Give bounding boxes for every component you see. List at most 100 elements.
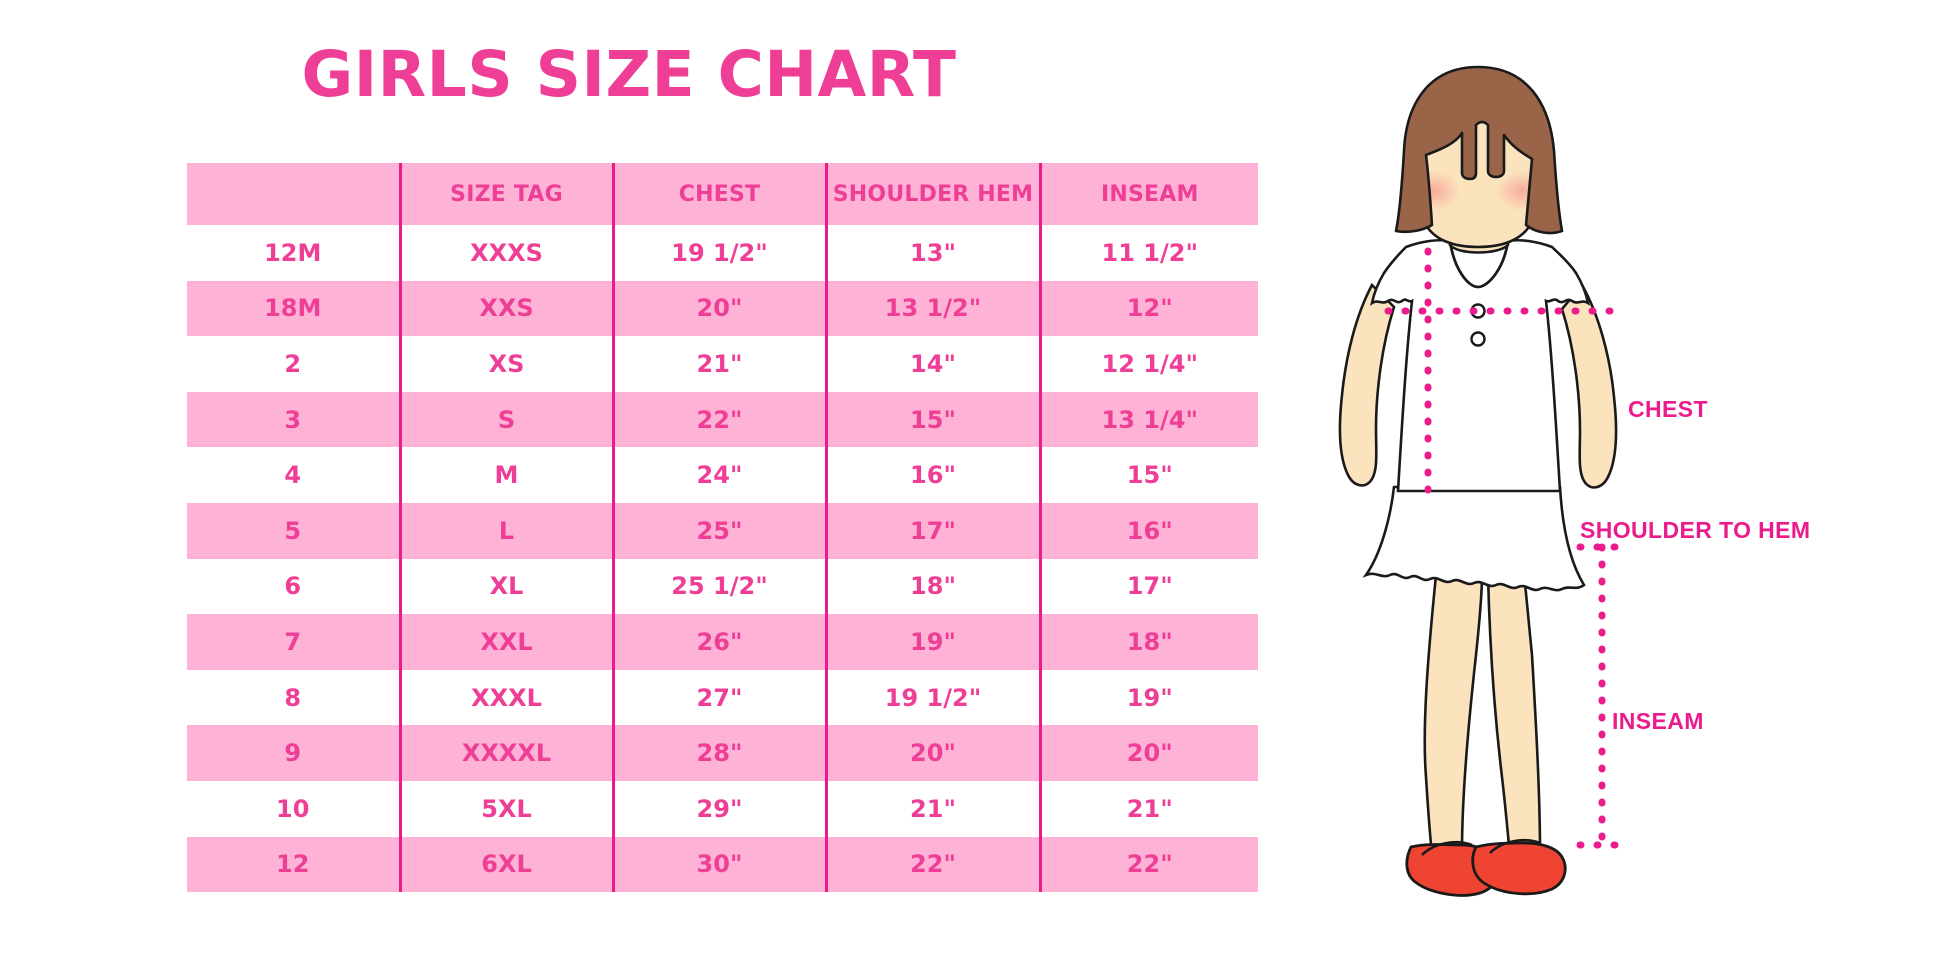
cell-size: 5 bbox=[187, 502, 400, 559]
skirt bbox=[1362, 485, 1586, 592]
size-table: SIZE TAG CHEST SHOULDER HEM INSEAM 12M XX… bbox=[187, 163, 1258, 893]
cell-shoulder-hem: 20" bbox=[824, 725, 1040, 781]
girl-illustration: CHEST SHOULDER TO HEM INSEAM bbox=[1310, 55, 1946, 955]
cell-chest: 27" bbox=[611, 669, 826, 726]
right-arm bbox=[1560, 282, 1618, 489]
table-row: 10 5XL 29" 21" 21" bbox=[187, 780, 1258, 837]
cell-chest: 21" bbox=[611, 336, 826, 392]
cell-size-tag: XS bbox=[398, 336, 613, 392]
cell-size-tag: 6XL bbox=[398, 836, 613, 893]
cell-size: 9 bbox=[187, 725, 400, 781]
table-row: 2 XS 21" 14" 12 1/4" bbox=[187, 336, 1258, 392]
cell-shoulder-hem: 19 1/2" bbox=[824, 669, 1040, 726]
cell-shoulder-hem: 15" bbox=[824, 391, 1040, 448]
cell-size: 12 bbox=[187, 836, 400, 893]
cell-size-tag: XXL bbox=[398, 614, 613, 670]
cell-chest: 29" bbox=[611, 780, 826, 837]
table-header-row: SIZE TAG CHEST SHOULDER HEM INSEAM bbox=[187, 163, 1258, 225]
table-row: 6 XL 25 1/2" 18" 17" bbox=[187, 558, 1258, 615]
cell-shoulder-hem: 16" bbox=[824, 447, 1040, 503]
cell-chest: 22" bbox=[611, 391, 826, 448]
table-row: 8 XXXL 27" 19 1/2" 19" bbox=[187, 669, 1258, 726]
cell-inseam: 12" bbox=[1038, 280, 1258, 337]
cell-size: 3 bbox=[187, 391, 400, 448]
cell-size-tag: XXXL bbox=[398, 669, 613, 726]
label-inseam: INSEAM bbox=[1612, 708, 1704, 734]
cell-size-tag: L bbox=[398, 502, 613, 559]
page-title: GIRLS SIZE CHART bbox=[301, 38, 957, 111]
cell-size-tag: XXS bbox=[398, 280, 613, 337]
right-leg bbox=[1486, 573, 1542, 871]
label-shoulder-to-hem: SHOULDER TO HEM bbox=[1580, 517, 1811, 543]
table-row: 9 XXXXL 28" 20" 20" bbox=[187, 725, 1258, 781]
column-header-size-tag: SIZE TAG bbox=[398, 163, 613, 225]
cell-inseam: 20" bbox=[1038, 725, 1258, 781]
cell-inseam: 15" bbox=[1038, 447, 1258, 503]
cell-shoulder-hem: 21" bbox=[824, 780, 1040, 837]
cell-chest: 24" bbox=[611, 447, 826, 503]
table-row: 12M XXXS 19 1/2" 13" 11 1/2" bbox=[187, 225, 1258, 281]
cell-shoulder-hem: 14" bbox=[824, 336, 1040, 392]
cell-shoulder-hem: 19" bbox=[824, 614, 1040, 670]
cell-size: 4 bbox=[187, 447, 400, 503]
cell-inseam: 17" bbox=[1038, 558, 1258, 615]
cell-chest: 20" bbox=[611, 280, 826, 337]
top-group bbox=[1370, 238, 1590, 493]
arms-group bbox=[1338, 282, 1618, 489]
cell-chest: 30" bbox=[611, 836, 826, 893]
table-row: 4 M 24" 16" 15" bbox=[187, 447, 1258, 503]
cell-chest: 19 1/2" bbox=[611, 225, 826, 281]
cell-size: 18M bbox=[187, 280, 400, 337]
cell-size: 12M bbox=[187, 225, 400, 281]
cell-shoulder-hem: 18" bbox=[824, 558, 1040, 615]
shoes-group bbox=[1405, 839, 1567, 897]
column-header-shoulder-hem: SHOULDER HEM bbox=[824, 163, 1040, 225]
cell-inseam: 11 1/2" bbox=[1038, 225, 1258, 281]
table-row: 12 6XL 30" 22" 22" bbox=[187, 836, 1258, 893]
cell-inseam: 13 1/4" bbox=[1038, 391, 1258, 448]
legs-group bbox=[1423, 573, 1542, 871]
cell-shoulder-hem: 13" bbox=[824, 225, 1040, 281]
bodice bbox=[1370, 238, 1590, 493]
cell-shoulder-hem: 17" bbox=[824, 502, 1040, 559]
button-bottom bbox=[1470, 331, 1486, 347]
girl-figure-svg bbox=[1338, 65, 1628, 897]
table-row: 5 L 25" 17" 16" bbox=[187, 502, 1258, 559]
cell-inseam: 18" bbox=[1038, 614, 1258, 670]
size-table-container: SIZE TAG CHEST SHOULDER HEM INSEAM 12M XX… bbox=[187, 163, 1258, 893]
cell-size-tag: XXXS bbox=[398, 225, 613, 281]
table-row: 18M XXS 20" 13 1/2" 12" bbox=[187, 280, 1258, 337]
cell-size-tag: XXXXL bbox=[398, 725, 613, 781]
cell-inseam: 22" bbox=[1038, 836, 1258, 893]
cell-size: 2 bbox=[187, 336, 400, 392]
head-group bbox=[1394, 65, 1564, 254]
cell-size: 7 bbox=[187, 614, 400, 670]
cell-chest: 25 1/2" bbox=[611, 558, 826, 615]
cell-size-tag: 5XL bbox=[398, 780, 613, 837]
cell-size-tag: XL bbox=[398, 558, 613, 615]
cell-inseam: 16" bbox=[1038, 502, 1258, 559]
skirt-group bbox=[1362, 485, 1586, 592]
table-row: 7 XXL 26" 19" 18" bbox=[187, 614, 1258, 670]
measurement-lines bbox=[1384, 247, 1628, 849]
hair bbox=[1394, 65, 1564, 235]
cell-shoulder-hem: 13 1/2" bbox=[824, 280, 1040, 337]
cell-size: 8 bbox=[187, 669, 400, 726]
cell-size: 10 bbox=[187, 780, 400, 837]
cell-chest: 28" bbox=[611, 725, 826, 781]
left-leg bbox=[1423, 573, 1484, 871]
right-shoe-strap bbox=[1489, 839, 1541, 854]
column-header-inseam: INSEAM bbox=[1038, 163, 1258, 225]
column-header-chest: CHEST bbox=[611, 163, 826, 225]
cell-size-tag: S bbox=[398, 391, 613, 448]
left-shoe-strap bbox=[1421, 841, 1473, 856]
neckline bbox=[1448, 240, 1510, 289]
cell-inseam: 21" bbox=[1038, 780, 1258, 837]
table-row: 3 S 22" 15" 13 1/4" bbox=[187, 391, 1258, 448]
cell-size: 6 bbox=[187, 558, 400, 615]
cell-inseam: 12 1/4" bbox=[1038, 336, 1258, 392]
cell-shoulder-hem: 22" bbox=[824, 836, 1040, 893]
table-body: 12M XXXS 19 1/2" 13" 11 1/2" 18M XXS 20" 13 1/2"… bbox=[187, 225, 1258, 893]
cell-inseam: 19" bbox=[1038, 669, 1258, 726]
